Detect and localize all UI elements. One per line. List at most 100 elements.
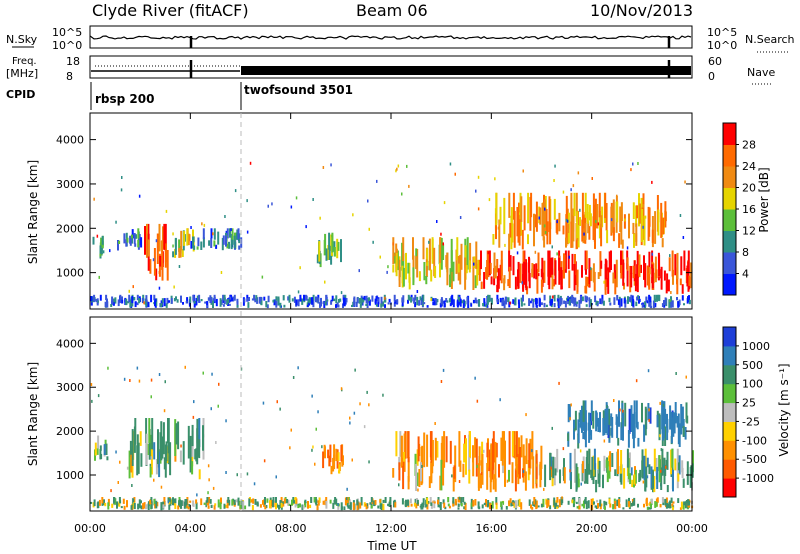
heatmap-cell bbox=[576, 269, 579, 287]
heatmap-cell bbox=[490, 298, 493, 305]
heatmap-cell bbox=[167, 497, 170, 503]
heatmap-cell bbox=[615, 259, 618, 288]
heatmap-cell bbox=[434, 265, 437, 278]
heatmap-speck bbox=[684, 180, 686, 184]
heatmap-cell bbox=[531, 263, 534, 276]
heatmap-cell bbox=[439, 253, 441, 278]
heatmap-cell bbox=[275, 296, 278, 301]
heatmap-cell bbox=[547, 499, 550, 507]
heatmap-cell bbox=[236, 298, 239, 304]
heatmap-speck bbox=[578, 243, 580, 247]
heatmap-cell bbox=[581, 296, 584, 302]
heatmap-cell bbox=[525, 438, 528, 465]
heatmap-cell bbox=[644, 448, 647, 474]
heatmap-cell bbox=[210, 238, 213, 248]
heatmap-cell bbox=[539, 461, 542, 488]
heatmap-cell bbox=[463, 506, 466, 510]
heatmap-cell bbox=[475, 438, 478, 477]
heatmap-cell bbox=[131, 229, 134, 239]
heatmap-cell bbox=[375, 304, 378, 307]
heatmap-cell bbox=[368, 299, 371, 306]
heatmap-cell bbox=[614, 469, 617, 476]
heatmap-cell bbox=[189, 296, 192, 303]
heatmap-cell bbox=[648, 266, 651, 275]
heatmap-speck bbox=[150, 378, 153, 382]
heatmap-speck bbox=[372, 240, 374, 244]
heatmap-cell bbox=[231, 499, 234, 506]
heatmap-cell bbox=[588, 297, 591, 302]
heatmap-cell bbox=[598, 461, 601, 479]
heatmap-speck bbox=[669, 254, 671, 258]
heatmap-cell bbox=[458, 431, 461, 467]
heatmap-cell bbox=[523, 261, 526, 284]
heatmap-cell bbox=[335, 448, 338, 462]
heatmap-cell bbox=[630, 294, 633, 303]
colorbar-swatch bbox=[723, 187, 736, 210]
heatmap-cell bbox=[129, 440, 132, 457]
heatmap-cell bbox=[658, 413, 661, 441]
heatmap-cell bbox=[584, 192, 587, 218]
heatmap-cell bbox=[575, 463, 578, 492]
heatmap-speck bbox=[311, 394, 313, 398]
heatmap-cell bbox=[365, 295, 368, 304]
heatmap-cell bbox=[684, 501, 687, 509]
heatmap-cell bbox=[644, 472, 647, 491]
heatmap-cell bbox=[333, 444, 336, 459]
heatmap-cell bbox=[629, 473, 632, 485]
heatmap-speck bbox=[330, 163, 332, 167]
heatmap-cell bbox=[393, 499, 396, 503]
heatmap-cell bbox=[182, 302, 184, 305]
heatmap-cell bbox=[620, 250, 622, 273]
heatmap-speck bbox=[123, 377, 126, 381]
heatmap-cell bbox=[681, 406, 684, 429]
heatmap-cell bbox=[237, 228, 240, 239]
heatmap-cell bbox=[145, 433, 148, 466]
heatmap-speck bbox=[627, 479, 630, 483]
heatmap-cell bbox=[434, 437, 437, 461]
colorbar-tick-label: 28 bbox=[742, 139, 756, 152]
heatmap-cell bbox=[180, 295, 182, 303]
heatmap-cell bbox=[450, 238, 453, 272]
heatmap-speck bbox=[128, 289, 130, 293]
heatmap-cell bbox=[421, 300, 424, 307]
heatmap-cell bbox=[689, 466, 692, 488]
heatmap-cell bbox=[650, 466, 653, 488]
heatmap-cell bbox=[531, 298, 534, 301]
heatmap-speck bbox=[454, 172, 456, 176]
heatmap-cell bbox=[638, 265, 640, 276]
heatmap-cell bbox=[231, 228, 234, 240]
heatmap-cell bbox=[135, 234, 137, 239]
heatmap-cell bbox=[106, 456, 109, 461]
heatmap-cell bbox=[317, 297, 320, 304]
heatmap-cell bbox=[532, 456, 535, 489]
colorbar-swatch bbox=[723, 440, 736, 460]
heatmap-speck bbox=[551, 426, 553, 430]
heatmap-cell bbox=[459, 298, 462, 307]
heatmap-cell bbox=[547, 250, 550, 277]
heatmap-cell bbox=[652, 474, 654, 489]
heatmap-cell bbox=[655, 269, 658, 279]
heatmap-cell bbox=[90, 501, 93, 504]
heatmap-cell bbox=[342, 455, 344, 466]
heatmap-cell bbox=[565, 237, 567, 248]
heatmap-speck bbox=[155, 239, 158, 243]
heatmap-cell bbox=[593, 448, 596, 470]
heatmap-cell bbox=[650, 498, 653, 504]
heatmap-cell bbox=[584, 469, 586, 484]
heatmap-cell bbox=[151, 418, 154, 451]
heatmap-cell bbox=[195, 448, 198, 462]
heatmap-speck bbox=[569, 469, 571, 473]
heatmap-cell bbox=[620, 450, 623, 474]
heatmap-cell bbox=[561, 497, 564, 504]
heatmap-speck bbox=[246, 230, 249, 234]
heatmap-cell bbox=[429, 431, 432, 458]
heatmap-cell bbox=[480, 281, 483, 290]
heatmap-cell bbox=[688, 295, 690, 303]
heatmap-cell bbox=[606, 406, 609, 435]
heatmap-cell bbox=[584, 223, 587, 241]
heatmap-cell bbox=[384, 304, 386, 308]
heatmap-cell bbox=[337, 304, 340, 308]
heatmap-cell bbox=[423, 262, 426, 281]
heatmap-speck bbox=[349, 416, 351, 420]
heatmap-cell bbox=[598, 478, 601, 488]
